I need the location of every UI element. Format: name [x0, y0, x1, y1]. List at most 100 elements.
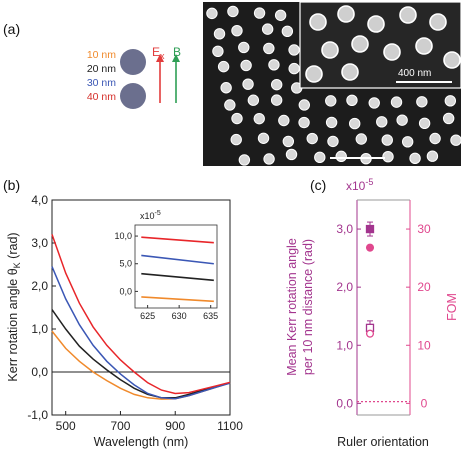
nanodisk-particle	[321, 41, 339, 59]
nanodisk-particle	[444, 95, 457, 107]
panel-label-a: (a)	[3, 21, 20, 37]
y-tick-label: -1,0	[27, 408, 48, 422]
y-tick-label: 2,0	[31, 279, 48, 293]
axis-ticks-c: 0,0 1,0 2,0 3,0 0 10 20 30	[336, 222, 431, 410]
sem-image: 400 nm	[203, 1, 462, 166]
nanodisk-particle	[288, 44, 300, 56]
nanodisk-particle	[238, 41, 250, 54]
y-tick-label-c: 1,0	[336, 338, 353, 352]
nanodisk-particle	[399, 6, 417, 24]
y2-tick-label-c: 0	[421, 396, 428, 410]
nanodisk-particle	[368, 97, 380, 109]
nanodisk-particle	[367, 15, 385, 33]
nanodisk-particle	[298, 116, 310, 129]
nanodisk-particle	[227, 5, 239, 18]
y-tick-label: 0,0	[31, 365, 48, 379]
nanodisk-particle	[298, 99, 310, 111]
x-tick-label: 1100	[217, 419, 243, 433]
nanodisk-particle	[282, 135, 295, 148]
nanodisk-particle	[429, 132, 441, 145]
nanodisk-particle	[341, 63, 359, 81]
nanodisk-icon	[120, 49, 146, 75]
nanodisk-particle	[288, 62, 300, 75]
nanodisk-particle	[270, 94, 283, 106]
nanodisk-particle	[327, 135, 339, 148]
y-axis-title-b: Kerr rotation angle θK (rad)	[6, 232, 22, 381]
nanodisk-particle	[376, 116, 388, 128]
inset-series-line	[141, 236, 214, 244]
inset-series-line	[141, 296, 214, 303]
e-field-arrow	[156, 54, 164, 103]
y2-tick-label-c: 30	[417, 222, 431, 236]
inset-lines	[141, 236, 214, 303]
inset-series-line	[141, 254, 214, 265]
y2-axis-title-c: FOM	[445, 293, 459, 321]
nanodisk-particle	[401, 136, 414, 148]
exponent-label-c: x10-5	[346, 177, 373, 193]
nanodisk-particle	[381, 134, 393, 146]
nanodisk-particle	[325, 116, 338, 129]
nanodisk-particle	[230, 133, 242, 146]
nanodisk-particle	[278, 114, 290, 127]
nanodisk-particle	[231, 24, 243, 37]
nanodisk-particle	[261, 23, 274, 35]
inset-y-tick-label: 5,0	[119, 259, 132, 269]
nanodisk-particle	[306, 132, 318, 145]
plot-frame-b	[51, 199, 231, 416]
x-tick-label: 700	[110, 419, 130, 433]
nanodisk-particle	[416, 96, 428, 108]
legend-entry: 30 nm	[87, 77, 116, 89]
nanodisk-particle	[450, 134, 462, 146]
nanodisk-particle	[231, 112, 243, 125]
nanodisk-particle	[349, 117, 361, 130]
nanodisk-particle	[263, 153, 275, 165]
series-line	[51, 266, 231, 400]
series-line	[51, 234, 231, 395]
nanodisk-particle	[253, 7, 266, 19]
nanodisk-particle	[242, 78, 254, 90]
nanodisk-particle	[409, 152, 421, 165]
inset-series-line	[141, 272, 214, 282]
y-tick-label: 1,0	[31, 322, 48, 336]
nanodisk-particle	[415, 37, 433, 55]
nanodisk-particle	[285, 148, 298, 161]
nanodisk-particle	[224, 99, 236, 111]
nanodisk-particle	[212, 45, 224, 58]
nanodisk-particle	[355, 133, 367, 145]
nanodisk-particle	[426, 150, 439, 162]
inset-x-tick-label: 625	[140, 311, 155, 321]
y-tick-label: 4,0	[31, 193, 48, 207]
series-lines-b	[51, 234, 231, 400]
inset-x-tick-label: 635	[203, 311, 218, 321]
inset-exponent-label: x10-5	[140, 210, 161, 221]
nanodisk-particle	[382, 150, 394, 163]
nanodisk-particle	[305, 65, 323, 83]
y-tick-label-c: 0,0	[336, 396, 353, 410]
nanodisk-particle	[247, 94, 260, 106]
nanodisk-particle	[418, 117, 431, 129]
axis-ticks-b: 500 700 900 1100 -1,0 0,0 1,0 2,0 3,0 4,0	[27, 193, 243, 433]
nanodisk-particle	[443, 51, 461, 69]
nanodisk-particle	[325, 95, 337, 107]
nanodisk-particle	[309, 13, 327, 31]
b-field-label: B	[173, 45, 181, 59]
nanodisk-particle	[274, 9, 287, 21]
mean-kerr-marker	[365, 224, 375, 234]
nanodisk-particle	[240, 59, 252, 72]
nanodisk-particle	[396, 114, 408, 126]
nanodisk-particle	[263, 42, 275, 55]
thickness-legend: 10 nm 20 nm 30 nm 40 nm	[87, 49, 116, 103]
nanodisk-particle	[238, 154, 251, 166]
x-tick-label: 500	[56, 419, 76, 433]
fom-marker	[365, 243, 375, 252]
nanodisk-particle	[335, 150, 347, 163]
x-axis-title-c: Ruler orientation	[337, 435, 429, 449]
nanodisk-particle	[390, 96, 403, 108]
nanodisk-particle	[351, 35, 369, 53]
y-axis-title-c: Mean Kerr rotation angle	[285, 238, 299, 376]
markers-c	[365, 221, 375, 338]
x-axis-title-b: Wavelength (nm)	[94, 435, 189, 449]
nanodisk-particle	[383, 43, 401, 61]
y-tick-label: 3,0	[31, 236, 48, 250]
